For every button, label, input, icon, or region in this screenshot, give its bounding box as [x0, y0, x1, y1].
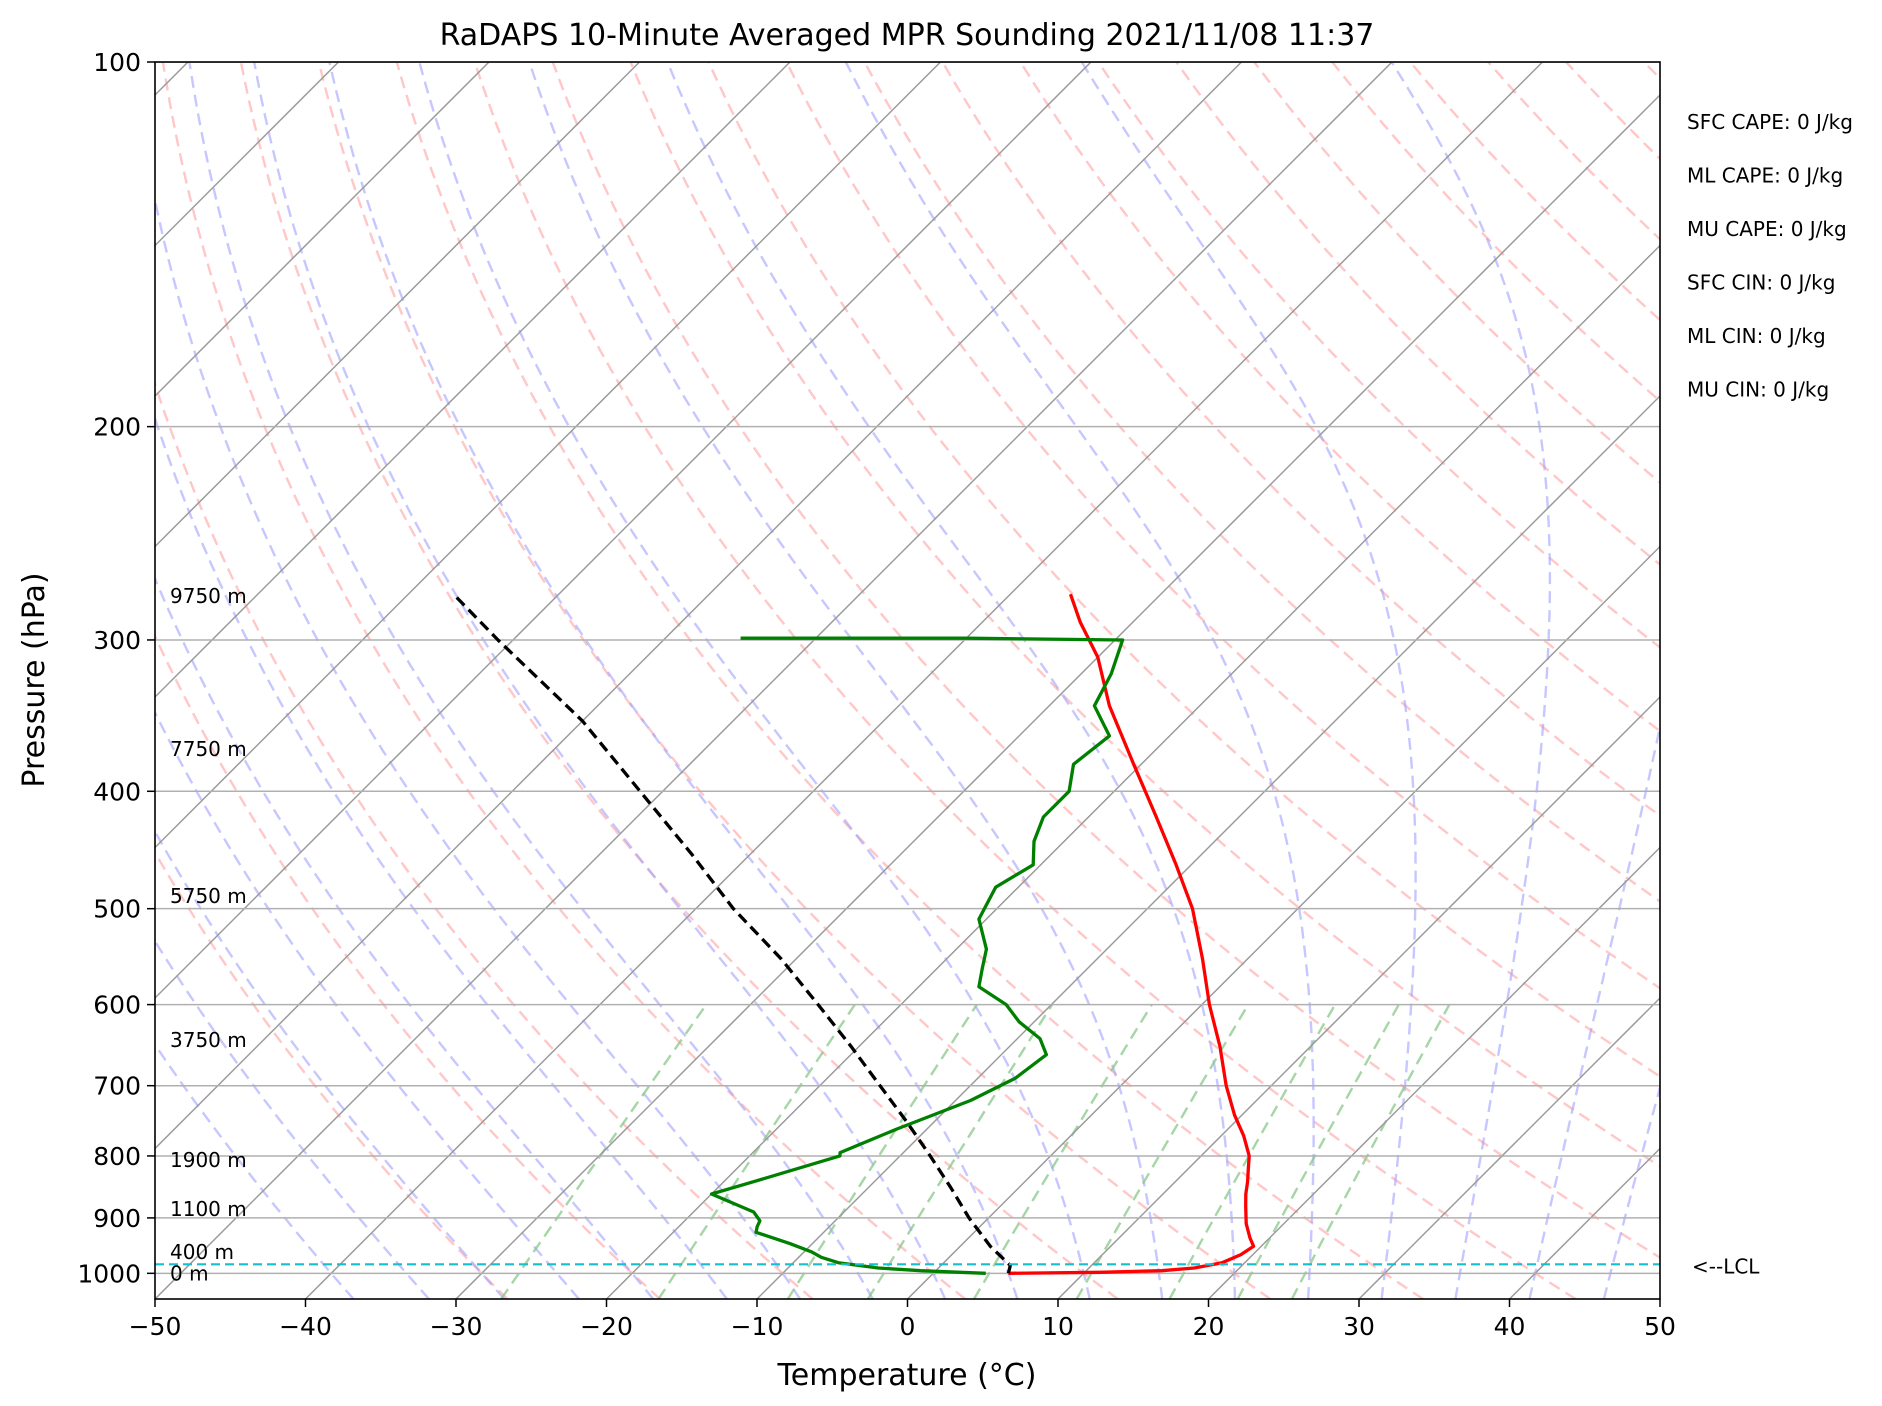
height-label: 1100 m: [170, 1197, 247, 1221]
index-annotation: MU CIN: 0 J/kg: [1687, 378, 1829, 402]
mixing-ratio-line: [786, 1003, 978, 1299]
dewpoint-line: [709, 636, 1125, 1275]
moist-adiabat: [418, 62, 1091, 1299]
isotherm: [155, 62, 942, 849]
y-tick-label: 300: [93, 626, 141, 655]
x-tick-label: 20: [1193, 1312, 1225, 1341]
moist-adiabat: [844, 62, 1315, 1299]
moist-adiabat: [328, 62, 1019, 1299]
isotherm: [155, 62, 1243, 1150]
dry-adiabat: [395, 62, 1424, 1299]
moist-adiabat: [253, 62, 947, 1299]
index-annotation: SFC CIN: 0 J/kg: [1687, 271, 1835, 295]
y-tick-label: 600: [93, 991, 141, 1020]
y-tick-label: 400: [93, 777, 141, 806]
x-tick-label: −10: [731, 1312, 784, 1341]
dry-adiabat: [707, 62, 1660, 1078]
y-tick-label: 100: [93, 48, 141, 77]
x-axis-title: Temperature (°C): [777, 1358, 1037, 1393]
isotherm: [155, 62, 490, 398]
x-tick-label: −30: [430, 1312, 483, 1341]
isotherm: [155, 62, 641, 548]
dry-adiabat: [1019, 62, 1660, 733]
x-tick-label: −20: [580, 1312, 633, 1341]
moist-adiabat: [155, 194, 802, 1299]
moist-adiabat: [666, 62, 1237, 1299]
dry-adiabat: [1097, 62, 1660, 649]
chart-title: RaDAPS 10-Minute Averaged MPR Sounding 2…: [440, 18, 1375, 53]
isotherm: [1358, 996, 1660, 1299]
y-tick-label: 700: [93, 1072, 141, 1101]
moist-adiabat: [1528, 721, 1660, 1299]
dry-adiabat: [629, 62, 1660, 1168]
moist-adiabat: [155, 414, 728, 1299]
isotherm: [155, 62, 791, 699]
moist-adiabat: [188, 62, 874, 1299]
index-annotation: MU CAPE: 0 J/kg: [1687, 217, 1847, 241]
index-annotation: ML CAPE: 0 J/kg: [1687, 164, 1843, 188]
dry-adiabat: [155, 380, 814, 1299]
index-annotation: ML CIN: 0 J/kg: [1687, 324, 1826, 348]
y-tick-label: 900: [93, 1204, 141, 1233]
isotherm: [605, 244, 1660, 1299]
y-tick-label: 1000: [77, 1259, 141, 1288]
dry-adiabat: [239, 62, 1119, 1299]
x-tick-label: −40: [279, 1312, 332, 1341]
height-label: 0 m: [170, 1261, 209, 1285]
temperature-line: [1008, 593, 1256, 1275]
isotherm: [304, 62, 1544, 1299]
y-tick-label: 200: [93, 413, 141, 442]
isotherm: [1057, 695, 1660, 1299]
x-tick-label: 0: [900, 1312, 916, 1341]
height-label: 1900 m: [170, 1148, 247, 1172]
moist-adiabat: [155, 938, 430, 1299]
x-tick-label: 50: [1644, 1312, 1676, 1341]
moist-adiabat: [1390, 62, 1552, 1299]
x-tick-label: −50: [129, 1312, 182, 1341]
dry-adiabat: [785, 62, 1660, 990]
moist-adiabat: [528, 62, 1164, 1299]
isotherm: [906, 545, 1660, 1299]
mixing-ratio-line: [1290, 1004, 1451, 1299]
height-label: 9750 m: [170, 584, 247, 608]
mixing-ratio-line: [866, 1003, 1054, 1299]
height-label: 3750 m: [170, 1028, 247, 1052]
height-label: 5750 m: [170, 884, 247, 908]
mixing-ratio-line: [972, 1003, 1153, 1299]
isotherm: [155, 62, 1393, 1299]
moist-adiabat: [155, 709, 580, 1299]
y-tick-label: 500: [93, 895, 141, 924]
isotherm: [1207, 846, 1660, 1299]
x-tick-label: 10: [1042, 1312, 1074, 1341]
dry-adiabat: [941, 62, 1660, 818]
height-label: 7750 m: [170, 737, 247, 761]
moist-adiabat: [155, 829, 506, 1299]
x-tick-label: 40: [1494, 1312, 1526, 1341]
isotherm: [155, 62, 1092, 1000]
y-axis-title: Pressure (hPa): [17, 572, 52, 787]
height-label: 400 m: [170, 1240, 234, 1264]
dry-adiabat: [473, 62, 1577, 1299]
isotherm: [756, 394, 1660, 1299]
index-annotation: SFC CAPE: 0 J/kg: [1687, 110, 1853, 134]
x-tick-label: 30: [1343, 1312, 1375, 1341]
mixing-ratio-line: [657, 1003, 856, 1299]
dry-adiabat: [1253, 62, 1660, 485]
lcl-label: <--LCL: [1692, 1254, 1760, 1278]
y-tick-label: 800: [93, 1142, 141, 1171]
moist-adiabat: [1080, 62, 1417, 1299]
isotherm: [455, 93, 1660, 1299]
moist-adiabat: [155, 575, 655, 1299]
dry-adiabat: [1331, 62, 1660, 403]
parcel-path-line: [452, 593, 1012, 1274]
dry-adiabat: [155, 633, 661, 1299]
dry-adiabat: [1175, 62, 1660, 567]
